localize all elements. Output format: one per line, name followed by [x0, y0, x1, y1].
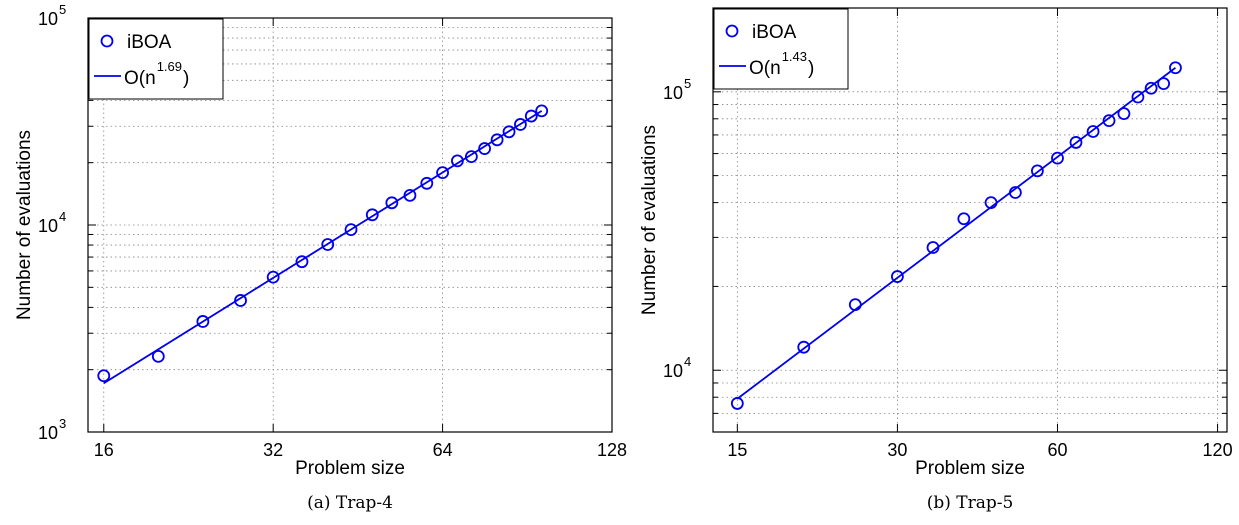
x-axis-label: Problem size — [915, 458, 1025, 479]
data-point — [478, 142, 491, 155]
legend-label-fit: O(n — [749, 58, 781, 79]
x-tick-label: 16 — [94, 440, 114, 460]
legend-label-fit-tail: ) — [808, 58, 814, 79]
legend-label-fit-exponent: 1.69 — [157, 59, 182, 74]
y-tick-label-exponent: 4 — [684, 354, 691, 369]
data-point — [514, 118, 527, 131]
axes-box — [712, 7, 1228, 433]
data-point — [926, 241, 940, 254]
data-point — [891, 270, 904, 283]
data-point — [436, 166, 449, 180]
data-point — [403, 188, 417, 202]
data-point — [464, 150, 478, 164]
x-tick-label: 64 — [433, 440, 453, 460]
data-point — [797, 340, 811, 354]
data-point — [1169, 61, 1182, 75]
legend-label-fit-tail: ) — [183, 68, 189, 89]
data-point — [1030, 164, 1044, 178]
x-tick-label: 32 — [263, 440, 283, 460]
data-point — [196, 315, 210, 328]
y-tick-label-base: 10 — [38, 9, 58, 29]
data-point — [984, 196, 998, 210]
x-tick-label: 120 — [1203, 440, 1233, 460]
data-point — [1086, 125, 1100, 138]
data-point — [1117, 107, 1131, 121]
fit-line — [736, 67, 1177, 400]
y-tick-label-exponent: 4 — [59, 209, 66, 224]
legend-marker-circle — [100, 34, 114, 48]
y-tick-label-exponent: 5 — [59, 2, 66, 17]
legend-marker-circle — [725, 24, 739, 38]
data-point — [344, 223, 358, 237]
axes-box — [87, 17, 613, 433]
legend-label-iboa: iBOA — [127, 32, 172, 53]
panel-caption: (a) Trap-4 — [307, 493, 393, 513]
data-point — [1051, 151, 1064, 165]
data-point — [1069, 136, 1083, 149]
data-point — [321, 238, 335, 251]
data-point — [97, 369, 111, 383]
data-point — [730, 397, 744, 410]
y-tick-label-base: 10 — [38, 423, 58, 443]
x-tick-label: 60 — [1047, 440, 1067, 460]
legend-box — [713, 8, 849, 90]
legend-label-fit-exponent: 1.43 — [782, 49, 807, 64]
data-point — [957, 212, 971, 226]
y-tick-label-base: 10 — [663, 83, 683, 103]
x-tick-label: 30 — [887, 440, 907, 460]
data-point — [451, 154, 464, 168]
data-point — [1131, 90, 1145, 104]
data-point — [1157, 77, 1171, 91]
data-point — [365, 208, 379, 222]
x-tick-label: 15 — [727, 440, 747, 460]
data-point — [502, 125, 516, 139]
legend-box — [88, 18, 224, 100]
data-point — [151, 349, 165, 363]
data-point — [266, 270, 280, 284]
data-point — [1144, 81, 1158, 95]
y-axis-label: Number of evaluations — [14, 130, 35, 320]
data-point — [1008, 186, 1022, 199]
data-point — [234, 294, 247, 307]
y-tick-label-exponent: 3 — [59, 416, 66, 431]
data-point — [420, 176, 434, 190]
y-tick-label-exponent: 5 — [684, 76, 691, 91]
y-tick-label-base: 10 — [38, 216, 58, 236]
data-point — [524, 109, 538, 123]
legend-label-iboa: iBOA — [752, 22, 797, 43]
data-point — [385, 196, 399, 210]
data-point — [535, 104, 549, 118]
y-axis-label: Number of evaluations — [639, 125, 660, 315]
data-point — [1102, 114, 1116, 128]
panel-caption: (b) Trap-5 — [927, 493, 1014, 513]
data-point — [848, 298, 862, 312]
legend-label-fit: O(n — [124, 68, 156, 89]
data-point — [490, 133, 504, 147]
y-tick-label-base: 10 — [663, 361, 683, 381]
x-tick-label: 128 — [597, 440, 627, 460]
data-point — [295, 255, 309, 269]
x-axis-label: Problem size — [295, 458, 405, 479]
